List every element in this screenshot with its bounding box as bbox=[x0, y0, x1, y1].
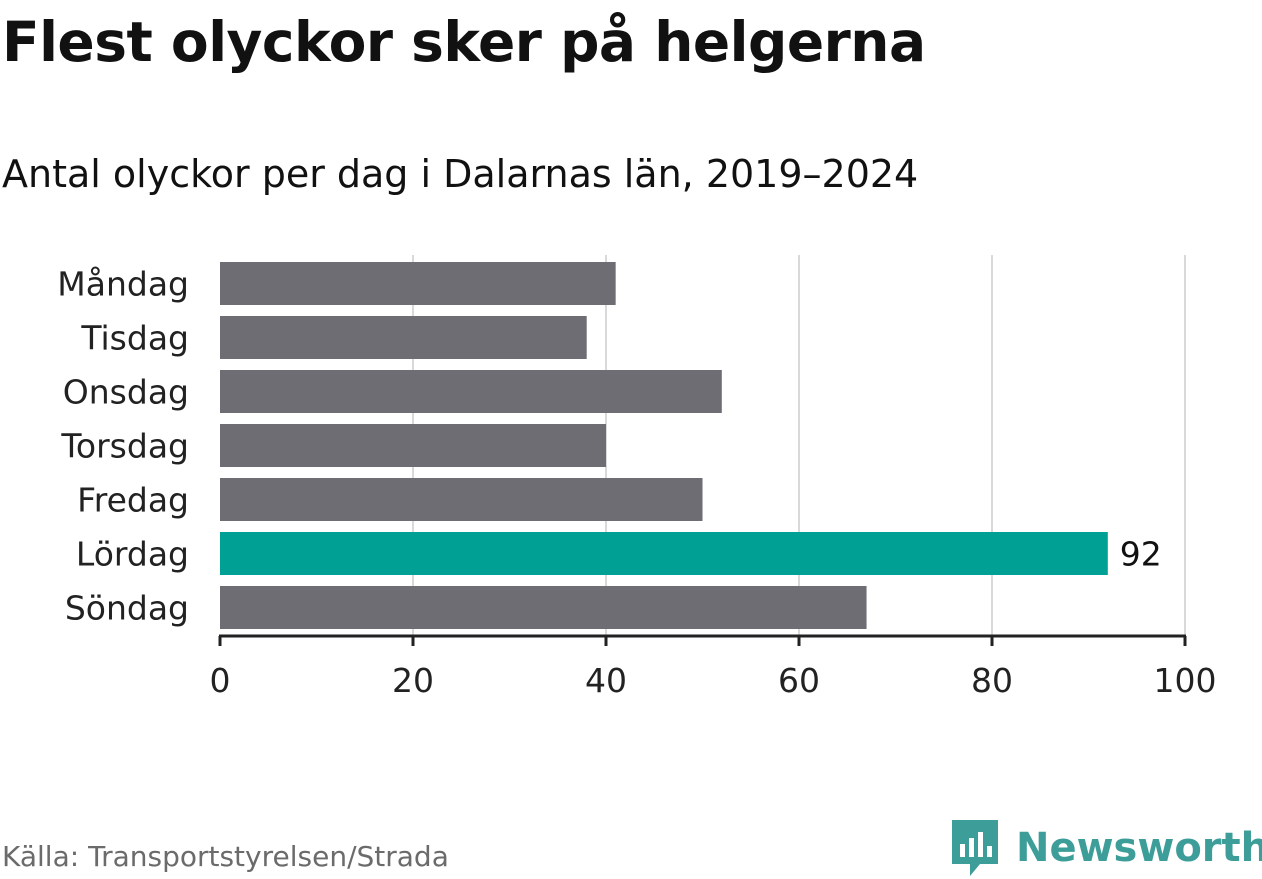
x-tick-label: 80 bbox=[971, 661, 1013, 700]
bar-måndag bbox=[220, 262, 616, 305]
source-note: Källa: Transportstyrelsen/Strada bbox=[2, 840, 449, 873]
bar-chart: Måndag Tisdag Onsdag Torsdag Fredag Lördag Sön… bbox=[57, 255, 1217, 700]
x-tick-label: 0 bbox=[210, 661, 231, 700]
bar-fredag bbox=[220, 478, 703, 521]
newsworthy-brand: Newsworthy bbox=[950, 817, 1262, 879]
brand-name: Newsworthy bbox=[1016, 825, 1262, 871]
bar-söndag bbox=[220, 586, 867, 629]
bar-onsdag bbox=[220, 370, 722, 413]
category-label: Söndag bbox=[65, 589, 189, 628]
category-labels: Måndag Tisdag Onsdag Torsdag Fredag Lördag Sön… bbox=[57, 265, 189, 628]
bars bbox=[220, 262, 1108, 629]
chart-title: Flest olyckor sker på helgerna bbox=[2, 10, 926, 74]
category-label: Fredag bbox=[77, 481, 189, 520]
data-labels: 92 bbox=[1120, 535, 1162, 574]
category-label: Tisdag bbox=[80, 319, 189, 358]
chart-subtitle: Antal olyckor per dag i Dalarnas län, 20… bbox=[2, 152, 919, 196]
category-label: Onsdag bbox=[63, 373, 189, 412]
x-tick-label: 40 bbox=[585, 661, 627, 700]
x-axis: 0 20 40 60 80 100 bbox=[210, 634, 1217, 700]
data-label: 92 bbox=[1120, 535, 1162, 574]
x-tick-label: 60 bbox=[778, 661, 820, 700]
category-label: Lördag bbox=[76, 535, 189, 574]
x-tick-label: 20 bbox=[392, 661, 434, 700]
category-label: Måndag bbox=[57, 265, 189, 304]
category-label: Torsdag bbox=[60, 427, 189, 466]
x-tick-label: 100 bbox=[1154, 661, 1217, 700]
bar-tisdag bbox=[220, 316, 587, 359]
bar-torsdag bbox=[220, 424, 606, 467]
bar-lördag bbox=[220, 532, 1108, 575]
newsworthy-logo-icon bbox=[952, 820, 998, 876]
